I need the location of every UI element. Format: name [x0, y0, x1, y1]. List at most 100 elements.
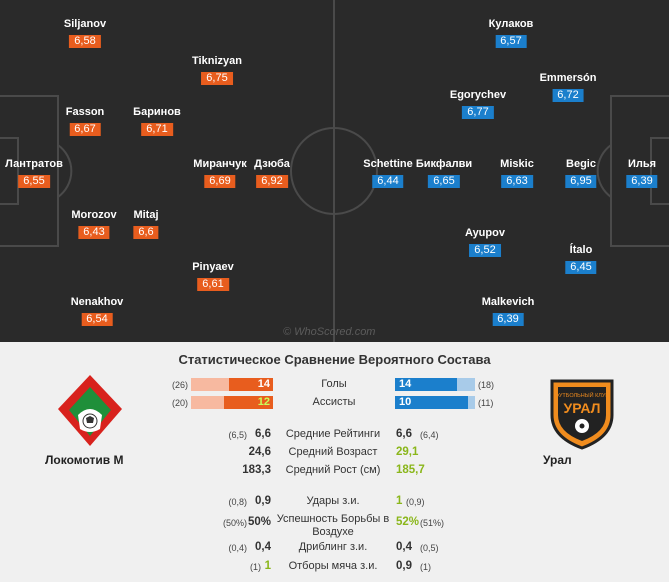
- away-player[interactable]: Begic 6,95: [565, 158, 597, 189]
- svg-text:ФУТБОЛЬНЫЙ КЛУБ: ФУТБОЛЬНЫЙ КЛУБ: [555, 391, 609, 399]
- away-player[interactable]: Malkevich 6,39: [482, 296, 534, 327]
- away-value: 6,6: [396, 428, 412, 440]
- home-team-logo: [56, 373, 124, 448]
- away-season-value: (51%): [420, 518, 445, 528]
- away-stat-bar: 14: [395, 378, 475, 391]
- home-bar-fill: [223, 396, 273, 409]
- stat-label: Голы: [321, 378, 347, 390]
- player-rating-badge: 6,71: [141, 123, 173, 136]
- away-player[interactable]: Ítalo 6,45: [565, 244, 597, 275]
- player-name: Nenakhov: [70, 296, 124, 308]
- home-season-value: (0,8): [228, 497, 247, 507]
- player-rating-badge: 6,92: [256, 175, 288, 188]
- home-value: 183,3: [242, 464, 271, 476]
- svg-text:УРАЛ: УРАЛ: [564, 400, 601, 416]
- player-name: Дзюба: [254, 158, 290, 170]
- player-rating-badge: 6,61: [197, 278, 229, 291]
- player-rating-badge: 6,69: [204, 175, 236, 188]
- player-rating-badge: 6,72: [552, 89, 584, 102]
- player-name: Ítalo: [569, 244, 593, 256]
- home-player[interactable]: Миранчук 6,69: [193, 158, 247, 189]
- player-rating-badge: 6,63: [501, 175, 533, 188]
- away-season-value: (6,4): [420, 430, 439, 440]
- player-name: Mitaj: [133, 209, 159, 221]
- away-team-logo: ФУТБОЛЬНЫЙ КЛУБ УРАЛ: [548, 375, 616, 450]
- player-rating-badge: 6,43: [78, 226, 110, 239]
- away-value: 0,4: [396, 541, 412, 553]
- player-name: Миранчук: [193, 158, 247, 170]
- home-season-value: (50%): [222, 518, 247, 528]
- away-season-value: (0,5): [420, 543, 439, 553]
- home-player[interactable]: Morozov 6,43: [71, 209, 117, 240]
- player-rating-badge: 6,6: [133, 226, 159, 239]
- away-player[interactable]: Бикфалви 6,65: [416, 158, 472, 189]
- stat-label: Средний Рост (см): [285, 464, 381, 476]
- home-season-value: (1): [250, 562, 261, 572]
- stat-comparison-panel: Статистическое Сравнение Вероятного Сост…: [0, 342, 669, 582]
- away-value: 1: [396, 495, 403, 507]
- home-player[interactable]: Лантратов 6,55: [5, 158, 63, 189]
- player-name: Miskic: [500, 158, 534, 170]
- player-rating-badge: 6,44: [372, 175, 404, 188]
- football-pitch: Лантратов 6,55 Siljanov 6,58 Fasson 6,67 Барин…: [0, 0, 669, 342]
- away-player[interactable]: Emmersón 6,72: [540, 72, 596, 103]
- away-season-value: (1): [420, 562, 431, 572]
- away-player[interactable]: Schettine 6,44: [363, 158, 413, 189]
- away-player[interactable]: Кулаков 6,57: [489, 18, 533, 49]
- away-player[interactable]: Илья 6,39: [626, 158, 658, 189]
- home-player[interactable]: Siljanov 6,58: [64, 18, 106, 49]
- stat-label: Ассисты: [312, 396, 356, 408]
- away-value: 52%: [396, 516, 420, 528]
- player-name: Fasson: [65, 106, 105, 118]
- player-rating-badge: 6,67: [69, 123, 101, 136]
- home-stat-bar: 12: [191, 396, 273, 409]
- player-name: Баринов: [133, 106, 181, 118]
- away-player[interactable]: Miskic 6,63: [500, 158, 534, 189]
- away-player[interactable]: Egorychev 6,77: [450, 89, 506, 120]
- away-bar-fill: [395, 378, 458, 391]
- player-rating-badge: 6,45: [565, 261, 597, 274]
- player-rating-badge: 6,52: [469, 244, 501, 257]
- away-stat-bar: 10: [395, 396, 475, 409]
- away-team-name: Урал: [543, 453, 572, 467]
- home-stat-bar: 14: [191, 378, 273, 391]
- away-value: 185,7: [396, 464, 425, 476]
- home-player[interactable]: Fasson 6,67: [65, 106, 105, 137]
- player-name: Pinyaev: [192, 261, 234, 273]
- home-player[interactable]: Nenakhov 6,54: [70, 296, 124, 327]
- away-bar-value: 10: [399, 396, 412, 408]
- away-player[interactable]: Ayupov 6,52: [465, 227, 505, 258]
- player-rating-badge: 6,95: [565, 175, 597, 188]
- away-value: 29,1: [396, 446, 419, 458]
- player-name: Tiknizyan: [192, 55, 242, 67]
- player-name: Egorychev: [449, 89, 507, 101]
- stat-label: Дриблинг з.и.: [298, 541, 368, 553]
- home-bar-value: 14: [257, 378, 270, 390]
- home-player[interactable]: Tiknizyan 6,75: [192, 55, 242, 86]
- home-team-name: Локомотив М: [45, 453, 124, 467]
- player-name: Бикфалви: [415, 158, 473, 170]
- player-rating-badge: 6,54: [81, 313, 113, 326]
- home-player[interactable]: Дзюба 6,92: [254, 158, 290, 189]
- home-total: (20): [171, 398, 188, 408]
- home-bar-fill: [228, 378, 273, 391]
- away-bar-value: 14: [399, 378, 412, 390]
- home-value: 1: [264, 560, 271, 572]
- stat-label: Средний Возраст: [288, 446, 378, 458]
- home-player[interactable]: Mitaj 6,6: [133, 209, 159, 240]
- player-name: Лантратов: [5, 158, 63, 170]
- home-bar-value: 12: [257, 396, 270, 408]
- stat-label: Средние Рейтинги: [285, 428, 381, 440]
- home-value: 0,9: [255, 495, 271, 507]
- player-rating-badge: 6,39: [492, 313, 524, 326]
- player-rating-badge: 6,57: [495, 35, 527, 48]
- home-player[interactable]: Pinyaev 6,61: [192, 261, 234, 292]
- stat-label: Удары з.и.: [306, 495, 360, 507]
- player-rating-badge: 6,55: [18, 175, 50, 188]
- home-season-value: (6,5): [228, 430, 247, 440]
- player-rating-badge: 6,75: [201, 72, 233, 85]
- home-player[interactable]: Баринов 6,71: [133, 106, 181, 137]
- pitch-markings: [0, 0, 669, 342]
- player-name: Siljanov: [63, 18, 107, 30]
